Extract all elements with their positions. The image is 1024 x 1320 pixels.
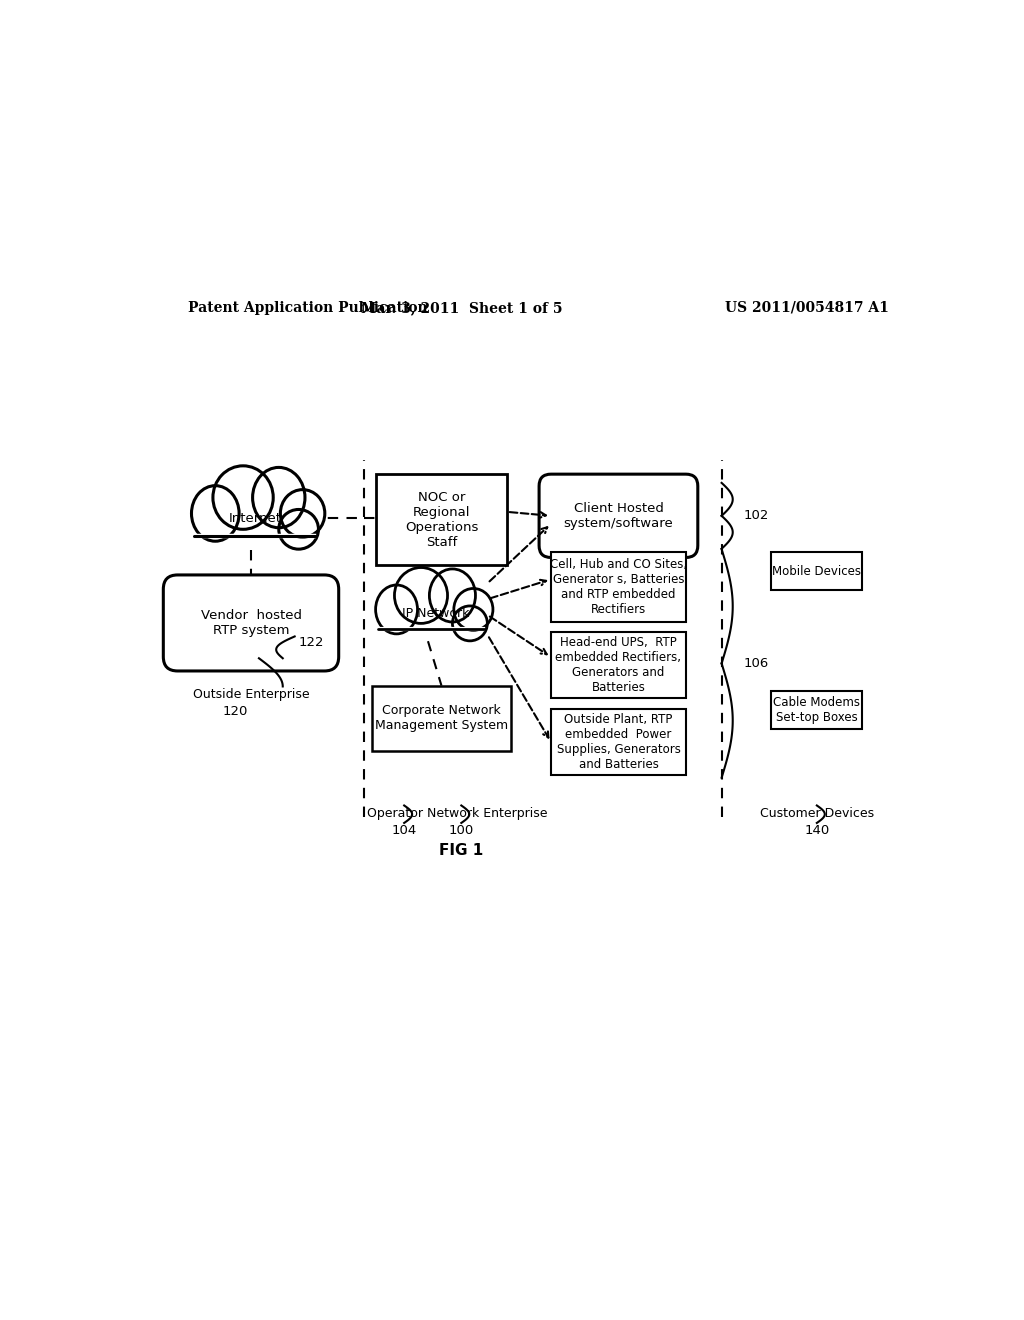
Text: 102: 102	[743, 510, 769, 523]
Text: Corporate Network
Management System: Corporate Network Management System	[375, 704, 508, 733]
Text: 122: 122	[299, 636, 325, 649]
Text: Mar. 3, 2011  Sheet 1 of 5: Mar. 3, 2011 Sheet 1 of 5	[360, 301, 562, 315]
Bar	[551, 552, 686, 622]
Bar	[551, 632, 686, 697]
Ellipse shape	[213, 466, 273, 529]
FancyBboxPatch shape	[163, 576, 339, 671]
Text: IP Network: IP Network	[402, 607, 470, 620]
Text: US 2011/0054817 A1: US 2011/0054817 A1	[725, 301, 889, 315]
Ellipse shape	[429, 569, 475, 622]
Text: Head-end UPS,  RTP
embedded Rectifiers,
Generators and
Batteries: Head-end UPS, RTP embedded Rectifiers, G…	[555, 636, 681, 694]
Bar	[771, 692, 862, 729]
Text: 120: 120	[222, 705, 248, 718]
Bar	[376, 474, 507, 565]
Text: Cell, Hub and CO Sites,
Generator s, Batteries
and RTP embedded
Rectifiers: Cell, Hub and CO Sites, Generator s, Bat…	[550, 558, 687, 616]
Text: 100: 100	[449, 825, 474, 837]
Bar	[551, 709, 686, 775]
Text: NOC or
Regional
Operations
Staff: NOC or Regional Operations Staff	[404, 491, 478, 549]
Text: Vendor  hosted
RTP system: Vendor hosted RTP system	[201, 609, 301, 638]
FancyBboxPatch shape	[539, 474, 697, 557]
Text: Internet: Internet	[228, 512, 282, 524]
Text: 140: 140	[804, 825, 829, 837]
Text: 104: 104	[391, 825, 417, 837]
Text: Outside Plant, RTP
embedded  Power
Supplies, Generators
and Batteries: Outside Plant, RTP embedded Power Suppli…	[556, 713, 680, 771]
Text: Cable Modems
Set-top Boxes: Cable Modems Set-top Boxes	[773, 696, 860, 725]
FancyBboxPatch shape	[378, 607, 485, 635]
Text: FIG 1: FIG 1	[439, 843, 483, 858]
Ellipse shape	[454, 589, 493, 631]
Text: Operator Network Enterprise: Operator Network Enterprise	[367, 807, 548, 820]
Ellipse shape	[279, 510, 318, 549]
Text: Customer Devices: Customer Devices	[760, 807, 873, 820]
Ellipse shape	[394, 568, 447, 623]
Text: Client Hosted
system/software: Client Hosted system/software	[563, 502, 674, 529]
Ellipse shape	[453, 606, 487, 640]
FancyBboxPatch shape	[194, 511, 316, 543]
Text: Mobile Devices: Mobile Devices	[772, 565, 861, 578]
Bar	[372, 685, 511, 751]
Ellipse shape	[376, 585, 418, 634]
Ellipse shape	[253, 467, 305, 528]
Text: Outside Enterprise: Outside Enterprise	[193, 688, 309, 701]
Ellipse shape	[281, 490, 325, 537]
Text: Patent Application Publication: Patent Application Publication	[187, 301, 427, 315]
Text: 106: 106	[743, 657, 769, 671]
Bar	[771, 552, 862, 590]
Ellipse shape	[191, 486, 239, 541]
